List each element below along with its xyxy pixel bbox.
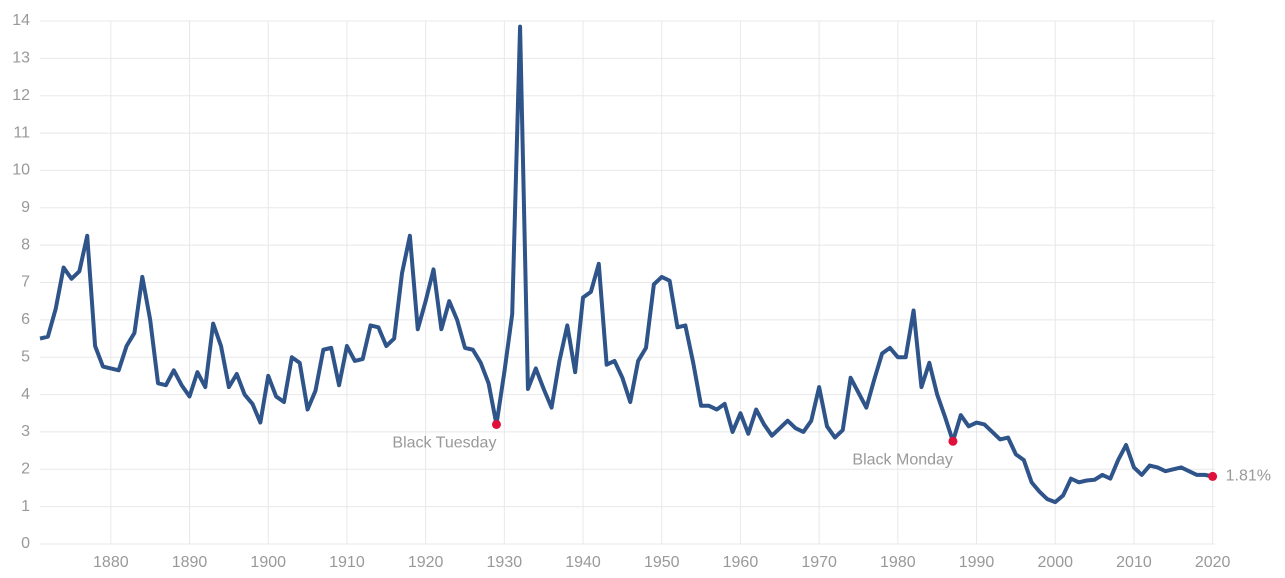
y-tick-label: 8 (21, 236, 30, 253)
x-tick-label: 2020 (1195, 554, 1231, 571)
x-tick-label: 1880 (93, 554, 129, 571)
x-tick-label: 1920 (408, 554, 444, 571)
line-series (39, 24, 1214, 505)
y-tick-label: 9 (21, 199, 30, 216)
y-tick-label: 1 (21, 498, 30, 515)
y-tick-label: 0 (21, 535, 30, 552)
x-tick-label: 2010 (1116, 554, 1152, 571)
x-tick-label: 2000 (1037, 554, 1073, 571)
y-tick-label: 13 (12, 50, 30, 67)
annotation-label: 1.81% (1226, 468, 1271, 485)
y-tick-label: 11 (13, 124, 30, 141)
x-tick-label: 1990 (959, 554, 995, 571)
y-tick-label: 4 (21, 386, 30, 403)
annotation-dot (1208, 471, 1218, 481)
y-tick-label: 14 (12, 12, 30, 29)
x-tick-label: 1890 (172, 554, 208, 571)
y-tick-label: 7 (21, 274, 30, 291)
x-tick-label: 1970 (801, 554, 837, 571)
annotation-label: Black Monday (852, 451, 953, 468)
y-tick-label: 3 (21, 423, 30, 440)
x-tick-label: 1930 (487, 554, 523, 571)
x-tick-label: 1940 (565, 554, 601, 571)
y-tick-label: 12 (12, 87, 30, 104)
x-tick-label: 1910 (329, 554, 365, 571)
x-tick-label: 1960 (723, 554, 759, 571)
annotation-dot (948, 436, 958, 446)
x-tick-label: 1900 (250, 554, 286, 571)
y-tick-label: 10 (12, 162, 30, 179)
annotation-dot (491, 419, 501, 429)
y-tick-label: 5 (21, 348, 30, 365)
x-tick-label: 1980 (880, 554, 916, 571)
x-tick-label: 1950 (644, 554, 680, 571)
y-tick-label: 2 (21, 461, 30, 478)
y-tick-label: 6 (21, 311, 30, 328)
annotation-label: Black Tuesday (392, 435, 496, 452)
